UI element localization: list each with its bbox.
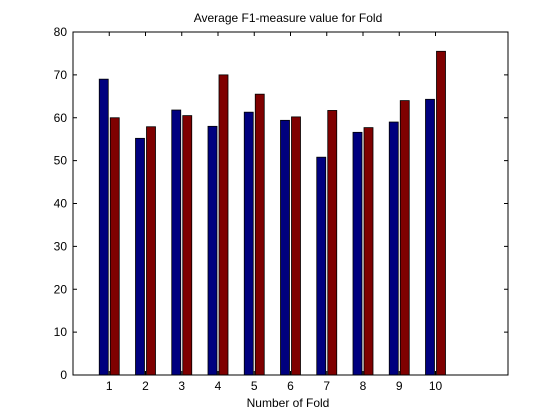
bar-series-1-fold-4 — [207, 125, 218, 376]
bar-series-2-fold-10 — [436, 50, 446, 376]
x-tick-label: 6 — [287, 379, 294, 393]
bar-series-1-fold-7 — [316, 156, 327, 376]
bar-series-1-fold-5 — [243, 111, 254, 376]
x-tick-label: 3 — [178, 379, 185, 393]
y-tick-label: 80 — [54, 25, 68, 39]
bar-series-1-fold-10 — [425, 98, 435, 376]
y-tick-label: 0 — [60, 368, 67, 382]
y-tick-label: 20 — [54, 282, 68, 296]
bar-series-1-fold-2 — [135, 137, 145, 376]
chart-title: Average F1-measure value for Fold — [194, 11, 383, 25]
y-tick-label: 70 — [54, 68, 68, 82]
bar-series-2-fold-9 — [399, 100, 410, 376]
bar-series-1-fold-6 — [280, 119, 290, 376]
x-tick-label: 2 — [142, 379, 149, 393]
bars — [98, 50, 446, 376]
x-tick-label: 10 — [429, 379, 443, 393]
bar-series-2-fold-2 — [146, 126, 156, 376]
x-tick-label: 9 — [396, 379, 403, 393]
bar-series-2-fold-6 — [291, 116, 301, 376]
y-tick-label: 40 — [54, 197, 68, 211]
y-tick-label: 60 — [54, 111, 68, 125]
y-tick-label: 10 — [54, 325, 68, 339]
bar-series-1-fold-8 — [352, 131, 363, 376]
x-axis-label: Number of Fold — [247, 396, 330, 410]
x-tick-label: 4 — [215, 379, 222, 393]
bar-series-1-fold-9 — [388, 121, 399, 376]
bar-series-2-fold-1 — [109, 117, 120, 376]
x-tick-label: 5 — [251, 379, 258, 393]
bar-series-2-fold-3 — [182, 115, 193, 376]
x-tick-label: 8 — [360, 379, 367, 393]
y-tick-label: 50 — [54, 154, 68, 168]
bar-series-2-fold-7 — [327, 110, 338, 376]
bar-series-1-fold-1 — [98, 78, 109, 376]
y-tick-label: 30 — [54, 239, 68, 253]
bar-series-2-fold-4 — [218, 74, 229, 376]
x-tick-label: 7 — [323, 379, 330, 393]
axis-ticks: 0 10 20 30 40 50 60 70 80 1 2 3 4 5 6 7 8 9 10 — [54, 25, 508, 393]
bar-series-2-fold-5 — [254, 93, 265, 376]
bar-series-1-fold-3 — [171, 109, 182, 376]
x-tick-label: 1 — [106, 379, 113, 393]
bar-series-2-fold-8 — [363, 127, 374, 376]
